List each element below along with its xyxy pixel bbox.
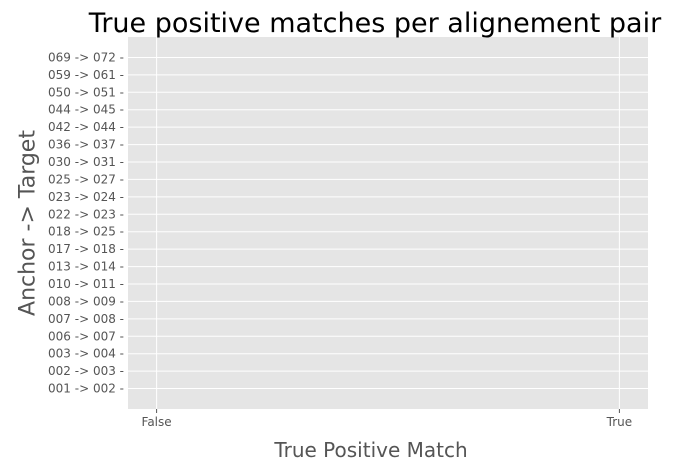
y-tick-label: 007 -> 008 - — [48, 312, 124, 326]
y-tick-label: 003 -> 004 - — [48, 347, 124, 361]
grid-lines — [128, 37, 648, 409]
chart-title: True positive matches per alignement pai… — [88, 8, 662, 39]
x-tick-label: False — [142, 415, 172, 429]
y-tick-label: 006 -> 007 - — [48, 329, 124, 343]
y-tick-label: 036 -> 037 - — [48, 138, 124, 152]
y-tick-label: 010 -> 011 - — [48, 277, 124, 291]
y-tick-label: 018 -> 025 - — [48, 225, 124, 239]
y-tick-label: 008 -> 009 - — [48, 294, 124, 308]
plot-area — [128, 37, 648, 409]
y-tick-label: 017 -> 018 - — [48, 242, 124, 256]
y-tick-label: 023 -> 024 - — [48, 190, 124, 204]
y-tick-label: 022 -> 023 - — [48, 207, 124, 221]
y-axis-label: Anchor -> Target — [16, 130, 41, 316]
y-tick-label: 044 -> 045 - — [48, 103, 124, 117]
y-tick-label: 025 -> 027 - — [48, 172, 124, 186]
y-tick-label: 030 -> 031 - — [48, 155, 124, 169]
y-tick-label: 050 -> 051 - — [48, 85, 124, 99]
x-tick-labels: False True — [142, 409, 633, 429]
y-tick-labels: 001 -> 002 - 002 -> 003 - 003 -> 004 - 006 … — [48, 50, 124, 395]
y-tick-label: 002 -> 003 - — [48, 364, 124, 378]
y-tick-label: 013 -> 014 - — [48, 260, 124, 274]
x-tick-label: True — [606, 415, 633, 429]
y-tick-label: 001 -> 002 - — [48, 382, 124, 396]
y-tick-label: 042 -> 044 - — [48, 120, 124, 134]
x-axis-label: True Positive Match — [273, 438, 467, 462]
y-tick-label: 059 -> 061 - — [48, 68, 124, 82]
y-tick-label: 069 -> 072 - — [48, 50, 124, 64]
